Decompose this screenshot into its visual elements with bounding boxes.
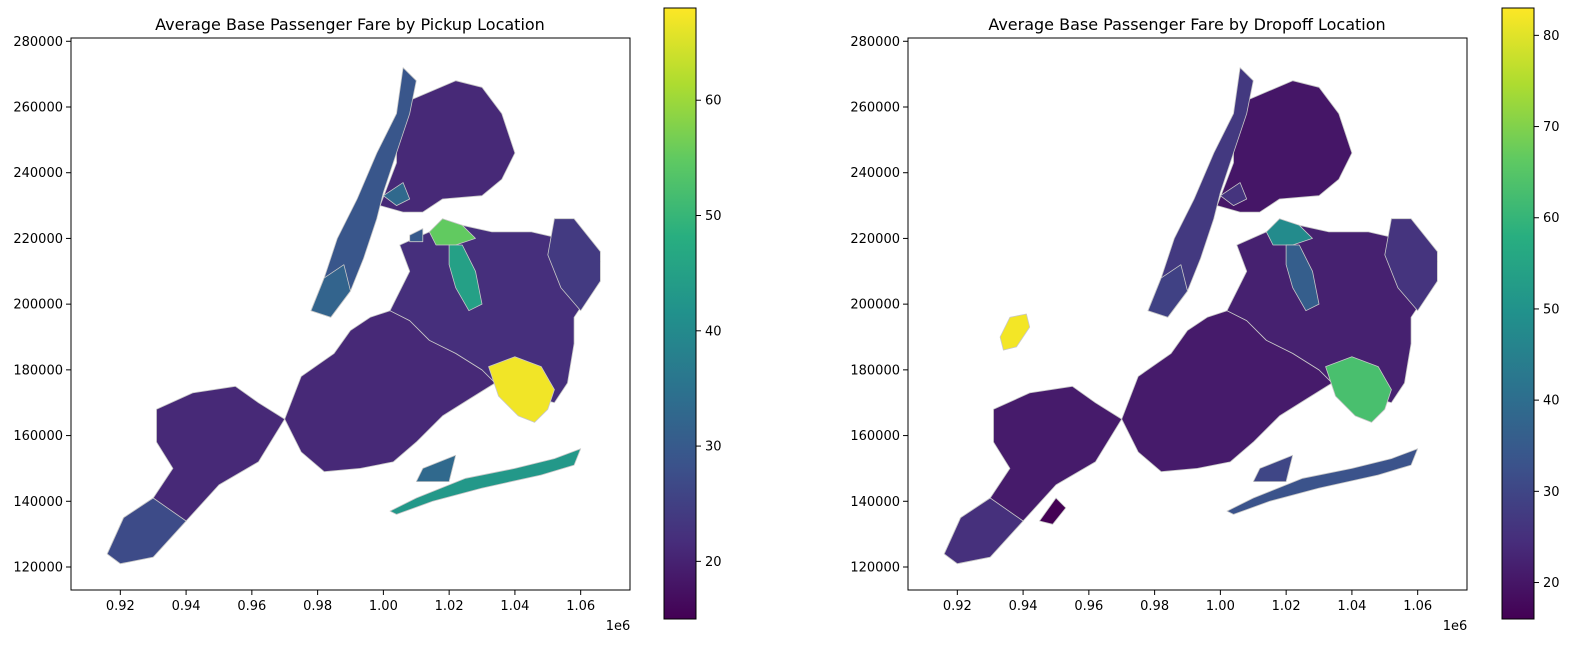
map-region	[1266, 218, 1313, 246]
x-tick-label: 1.06	[1403, 599, 1432, 614]
map-region	[415, 454, 457, 483]
map-region	[382, 182, 411, 207]
y-tick-label: 200000	[13, 298, 63, 313]
map-region	[428, 218, 476, 246]
map-region	[1039, 497, 1067, 525]
map-region	[448, 244, 483, 312]
y-tick-label: 120000	[13, 561, 63, 576]
dropoff-map-chart: Average Base Passenger Fare by Dropoff L…	[850, 7, 1560, 634]
y-tick-label: 260000	[13, 101, 63, 116]
x-tick-label: 0.98	[303, 599, 332, 614]
map-region	[1285, 244, 1320, 312]
map-region	[1325, 356, 1392, 423]
map-region	[943, 497, 1024, 565]
y-tick-label: 180000	[13, 363, 63, 378]
x-tick-label: 0.96	[237, 599, 266, 614]
y-tick-label: 220000	[850, 232, 900, 247]
colorbar-tick-label: 50	[705, 209, 722, 224]
x-tick-label: 0.98	[1140, 599, 1169, 614]
y-tick-label: 160000	[850, 429, 900, 444]
x-tick-label: 0.96	[1074, 599, 1103, 614]
y-tick-label: 220000	[13, 232, 63, 247]
map-region	[1252, 454, 1294, 483]
x-tick-label: 1.06	[566, 599, 595, 614]
y-tick-label: 240000	[850, 166, 900, 181]
y-tick-label: 240000	[13, 166, 63, 181]
colorbar-tick-label: 30	[1543, 485, 1560, 500]
chart-title: Average Base Passenger Fare by Dropoff L…	[988, 15, 1385, 34]
y-tick-label: 120000	[850, 561, 900, 576]
x-tick-label: 1.04	[1337, 599, 1366, 614]
x-tick-label: 0.94	[1009, 599, 1038, 614]
x-tick-label: 0.92	[943, 599, 972, 614]
colorbar-tick-label: 20	[1543, 576, 1560, 591]
map-region	[409, 228, 424, 243]
y-tick-label: 280000	[13, 35, 63, 50]
map-region	[1226, 448, 1419, 515]
x-tick-label: 1.02	[435, 599, 464, 614]
x-offset-label: 1e6	[1443, 619, 1468, 634]
plot-frame	[70, 37, 631, 591]
x-tick-label: 1.00	[1206, 599, 1235, 614]
map-region	[488, 356, 555, 423]
chart-title: Average Base Passenger Fare by Pickup Lo…	[155, 15, 545, 34]
map-region	[999, 313, 1031, 351]
map-region	[1384, 218, 1438, 312]
y-tick-label: 280000	[850, 35, 900, 50]
colorbar-tick-label: 60	[705, 94, 722, 109]
y-tick-label: 140000	[850, 495, 900, 510]
map-region	[389, 448, 582, 515]
map-region	[1147, 264, 1188, 318]
x-tick-label: 1.04	[500, 599, 529, 614]
colorbar-tick-label: 50	[1543, 302, 1560, 317]
map-region	[1220, 182, 1248, 207]
y-tick-label: 140000	[13, 495, 63, 510]
colorbar-tick-label: 80	[1543, 29, 1560, 44]
colorbar	[663, 7, 697, 620]
colorbar-tick-label: 40	[705, 324, 722, 339]
y-tick-label: 260000	[850, 101, 900, 116]
map-region	[547, 218, 601, 312]
x-tick-label: 1.02	[1272, 599, 1301, 614]
colorbar-tick-label: 20	[705, 555, 722, 570]
colorbar-tick-label: 70	[1543, 120, 1560, 135]
x-tick-label: 1.00	[369, 599, 398, 614]
colorbar	[1501, 7, 1535, 620]
x-offset-label: 1e6	[606, 619, 631, 634]
plot-frame	[907, 37, 1468, 591]
y-tick-label: 180000	[850, 363, 900, 378]
map-region	[106, 497, 187, 565]
y-tick-label: 200000	[850, 298, 900, 313]
y-tick-label: 160000	[13, 429, 63, 444]
map-region	[310, 67, 417, 318]
map-region	[1147, 67, 1254, 318]
colorbar-tick-label: 30	[705, 440, 722, 455]
map-region	[310, 264, 351, 318]
pickup-map-chart: Average Base Passenger Fare by Pickup Lo…	[13, 7, 722, 634]
x-tick-label: 0.92	[106, 599, 135, 614]
colorbar-tick-label: 60	[1543, 211, 1560, 226]
x-tick-label: 0.94	[172, 599, 201, 614]
colorbar-tick-label: 40	[1543, 394, 1560, 409]
